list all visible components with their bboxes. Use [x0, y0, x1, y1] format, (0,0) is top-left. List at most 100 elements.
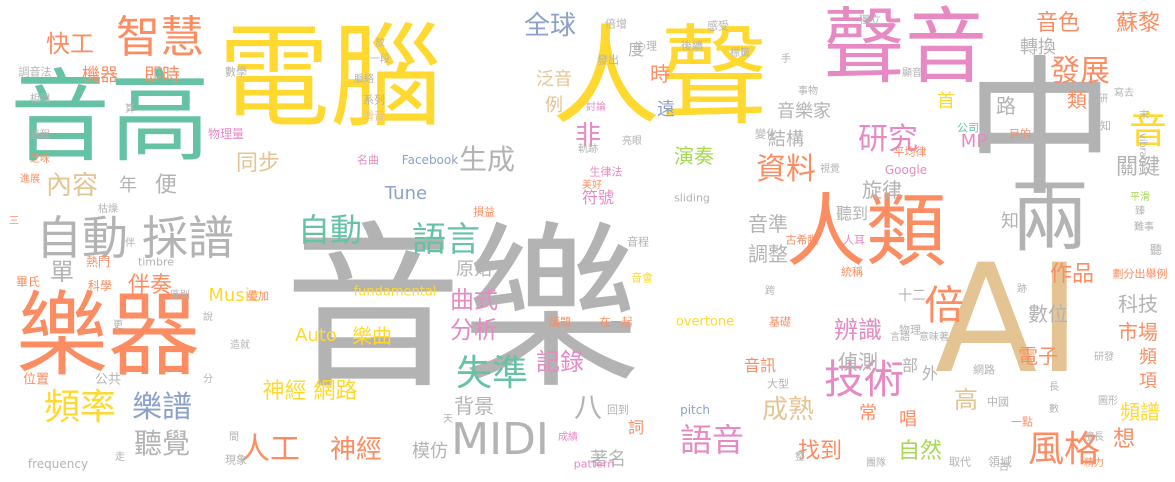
- cloud-word: 兩: [1010, 173, 1090, 263]
- cloud-word: 軌跡: [578, 144, 598, 155]
- cloud-word: 找到: [797, 439, 843, 464]
- cloud-word: 議題: [549, 315, 571, 329]
- cloud-word: 高: [954, 386, 978, 414]
- cloud-word: 電腦: [218, 13, 442, 143]
- cloud-word: 音色: [1035, 11, 1081, 36]
- cloud-word: 整: [795, 452, 805, 463]
- cloud-word: 熱門: [85, 255, 111, 269]
- cloud-word: 討論: [586, 102, 606, 113]
- cloud-word: 音樂家: [777, 101, 831, 122]
- cloud-word: 符號: [581, 188, 615, 207]
- cloud-word: overtone: [675, 314, 735, 330]
- cloud-word: 科技: [1118, 292, 1158, 316]
- cloud-word: 風格: [1027, 429, 1101, 470]
- cloud-word: 長: [1049, 382, 1059, 393]
- cloud-word: 聽覺: [133, 427, 191, 460]
- cloud-word: 在一起: [599, 315, 633, 329]
- cloud-word: 樂器: [15, 282, 201, 389]
- cloud-word: 項: [1139, 371, 1157, 392]
- cloud-word: 腦研: [1088, 94, 1108, 105]
- cloud-word: 音程: [627, 235, 649, 249]
- cloud-word: 成熟: [761, 395, 815, 425]
- cloud-word: fundamental: [353, 284, 437, 300]
- cloud-word: 蘇黎: [1115, 11, 1161, 36]
- cloud-word: 機器: [82, 65, 118, 86]
- cloud-word: 中國: [987, 395, 1009, 409]
- cloud-word: 非: [574, 121, 602, 151]
- cloud-word: 自動: [297, 211, 363, 249]
- cloud-word: 技術: [824, 357, 904, 403]
- cloud-word: 大型: [767, 377, 789, 391]
- cloud-word: 便: [154, 173, 178, 198]
- cloud-word: 平均律: [893, 145, 927, 159]
- cloud-word: 統稱: [841, 265, 863, 279]
- cloud-word: 結構: [768, 129, 804, 150]
- cloud-word: 顯音: [902, 68, 922, 79]
- cloud-word: MP: [960, 131, 988, 152]
- cloud-word: 走: [115, 452, 125, 463]
- cloud-word: 智慧: [116, 12, 204, 63]
- cloud-word: 外: [921, 364, 939, 383]
- cloud-word: 美好: [582, 180, 602, 191]
- cloud-word: 度: [627, 40, 645, 59]
- cloud-word: 人類: [786, 185, 946, 278]
- cloud-word: AI: [934, 233, 1082, 407]
- cloud-word: 間: [229, 432, 239, 443]
- cloud-word: vibrato: [1137, 133, 1148, 167]
- cloud-word: 調音法: [18, 65, 52, 79]
- cloud-word: 平滑: [1130, 192, 1150, 203]
- cloud-word: 過程: [30, 130, 50, 141]
- cloud-word: Music: [208, 285, 260, 306]
- cloud-word: 生律法: [589, 165, 623, 179]
- cloud-word: 感受: [707, 19, 729, 33]
- cloud-word: 人聲: [551, 15, 769, 140]
- cloud-word: 人耳: [843, 233, 865, 247]
- cloud-word: 全球: [523, 11, 577, 41]
- cloud-word: Facebook: [401, 153, 459, 167]
- cloud-word: 聲音: [822, 0, 988, 95]
- cloud-word: 古: [999, 462, 1009, 473]
- cloud-word: 生成: [458, 143, 516, 176]
- cloud-word: pattern: [573, 457, 615, 471]
- cloud-word: 公司: [957, 121, 979, 135]
- cloud-word: 領域: [987, 455, 1013, 469]
- cloud-word: 年: [119, 175, 137, 196]
- cloud-word: 神經: [329, 435, 383, 465]
- cloud-word: 圖形: [1098, 396, 1118, 407]
- cloud-word: 古希臘: [785, 233, 819, 247]
- cloud-word: 數: [1049, 404, 1059, 415]
- cloud-word: 數學: [225, 65, 247, 79]
- cloud-word: 劃分出舉例: [1112, 267, 1168, 281]
- cloud-word: 名曲: [357, 153, 379, 167]
- cloud-word: 更: [113, 320, 123, 331]
- cloud-word: Tune: [384, 183, 428, 204]
- cloud-word: Auto: [295, 325, 337, 346]
- cloud-word: 十二: [898, 288, 926, 304]
- cloud-word: 放: [375, 38, 385, 49]
- cloud-word: 擅長: [1084, 432, 1104, 443]
- cloud-word: 路: [996, 94, 1016, 118]
- cloud-word: 臻: [1135, 206, 1145, 217]
- cloud-word: 三: [9, 216, 19, 227]
- cloud-word: 部: [901, 356, 919, 375]
- cloud-word: 著名: [590, 449, 626, 470]
- cloud-word: 區別: [170, 290, 190, 301]
- cloud-word: 音準: [748, 212, 788, 236]
- cloud-word: 電子: [1018, 344, 1058, 368]
- cloud-word: 標籤: [730, 48, 750, 59]
- cloud-word: 相關: [30, 94, 50, 105]
- cloud-word: 造就: [230, 340, 250, 351]
- cloud-word: MIDI: [451, 414, 549, 465]
- cloud-word: 現象: [225, 453, 247, 467]
- cloud-word: 辨識: [834, 316, 882, 344]
- cloud-word: 語音: [679, 421, 745, 459]
- cloud-word: 後續: [681, 39, 703, 53]
- cloud-word: 記錄: [536, 348, 584, 376]
- cloud-word: 團隊: [866, 458, 886, 469]
- cloud-word: 時: [650, 62, 670, 86]
- cloud-word: 事物: [798, 86, 818, 97]
- cloud-word: 物理量: [207, 127, 245, 141]
- cloud-word: 寫去: [1114, 88, 1134, 99]
- cloud-word: 常: [859, 403, 877, 424]
